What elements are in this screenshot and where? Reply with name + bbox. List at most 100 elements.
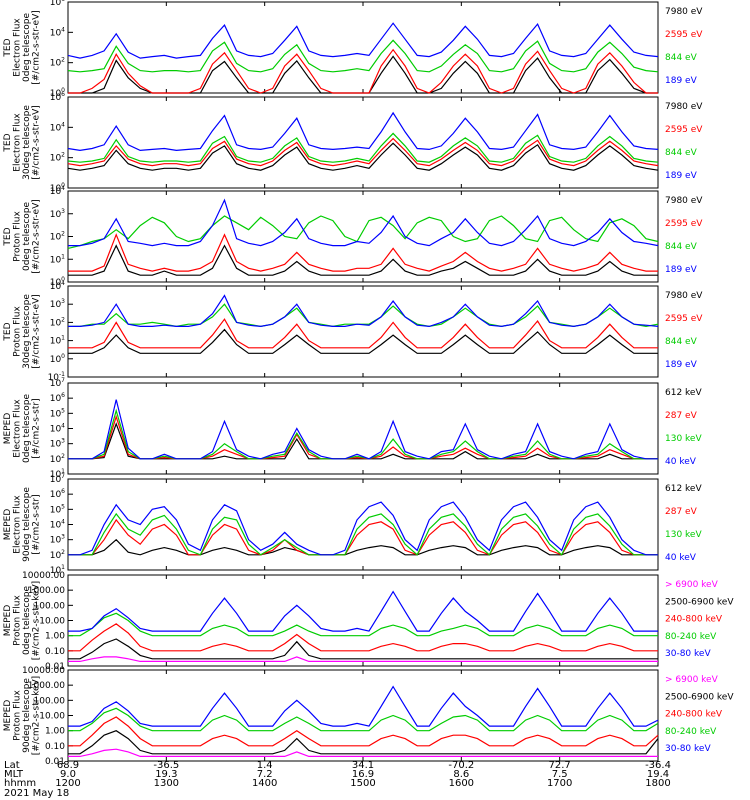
panel-frame [67, 669, 659, 762]
y-tick-label: 102 [50, 57, 65, 69]
series-line [68, 48, 658, 94]
legend-entry: 7980 eV [665, 102, 703, 112]
series-line [68, 414, 658, 460]
y-axis-label: MEPEDElectron Flux90deg telescope[#/cm2-… [3, 487, 42, 562]
series-line [68, 303, 659, 328]
y-axis-label: TEDElectron Flux0deg telescope[#/cm2-s-s… [3, 10, 42, 85]
y-tick-label: 103 [50, 298, 65, 310]
series-line [68, 656, 658, 662]
legend-entry: 844 eV [665, 242, 698, 252]
panel-frame [67, 96, 659, 189]
y-tick-label: 100 [50, 182, 65, 194]
y-tick-label: 100.00 [34, 601, 66, 611]
x-tick-hhmm: 1600 [449, 778, 474, 789]
panel-frame [67, 382, 659, 475]
y-tick-label: 1000.00 [28, 681, 65, 691]
series-line [68, 748, 658, 757]
legend-entry: 2595 eV [665, 30, 703, 40]
legend-entry: 30-80 keV [665, 744, 711, 754]
panel-frame [67, 478, 659, 571]
y-tick-label: 102 [50, 316, 65, 328]
y-tick-label: 102 [50, 231, 65, 243]
panel-3: 104 103 102 101 100 TEDProton Flux0deg telesc… [3, 185, 703, 288]
series-line [68, 512, 658, 556]
x-tick-lat: -36.5 [153, 760, 179, 771]
x-tick-hhmm: 1800 [645, 778, 670, 789]
y-tick-label: 10-1 [48, 371, 66, 383]
series-line [68, 612, 658, 637]
x-row-label-lat: Lat [4, 760, 20, 771]
y-tick-label: 104 [50, 185, 65, 197]
y-tick-label: 105 [50, 503, 65, 515]
series-line [67, 215, 659, 249]
x-tick-hhmm: 1200 [55, 778, 80, 789]
x-tick-lat: 34.1 [352, 760, 374, 771]
y-tick-label: 0.01 [45, 662, 65, 672]
legend-entry: 189 eV [665, 360, 698, 370]
legend-entry: 240-800 keV [665, 615, 723, 625]
legend-entry: 844 eV [665, 337, 698, 347]
x-tick-lat: 1.4 [257, 760, 273, 771]
y-tick-label: 107 [50, 377, 65, 389]
series-line [67, 111, 659, 152]
panel-1: 106 104 102 100 TEDElectron Flux0deg telesco… [3, 0, 703, 99]
series-line [68, 294, 659, 328]
y-tick-label: 1.00 [45, 632, 65, 642]
y-axis-label: TEDProton Flux0deg telescope[#/cm2-s-str… [3, 199, 42, 274]
series-line [68, 638, 658, 660]
series-line [68, 198, 659, 247]
y-tick-label: 101 [50, 253, 65, 265]
legend-entry: 189 eV [665, 171, 698, 181]
y-tick-label: 106 [50, 392, 65, 404]
series-line [67, 132, 659, 163]
x-tick-hhmm: 1300 [154, 778, 179, 789]
y-tick-label: 106 [50, 0, 65, 8]
series-line [68, 730, 659, 755]
series-line [68, 623, 658, 652]
legend-entry: 2595 eV [665, 125, 703, 135]
y-tick-label: 104 [50, 121, 65, 133]
panel-frame [67, 574, 659, 667]
legend-entry: 2595 eV [665, 219, 703, 229]
y-tick-label: 104 [50, 519, 65, 531]
y-tick-label: 100 [50, 353, 65, 365]
legend-entry: 189 eV [665, 265, 698, 275]
series-line [67, 39, 659, 73]
y-tick-label: 0.10 [45, 647, 65, 657]
x-row-label-mlt: MLT [4, 769, 24, 780]
y-tick-label: 103 [50, 208, 65, 220]
y-tick-label: 102 [50, 549, 65, 561]
legend-entry: 2500-6900 keV [665, 692, 734, 702]
panel-2: 106 104 102 100 TEDElectron Flux30deg telesc… [3, 91, 703, 194]
y-tick-label: 1000.00 [28, 586, 65, 596]
x-tick-lat: 72.7 [549, 760, 571, 771]
y-tick-label: 106 [50, 91, 65, 103]
y-tick-label: 101 [50, 564, 65, 576]
y-tick-label: 102 [50, 453, 65, 465]
legend-entry: > 6900 keV [665, 580, 719, 590]
y-tick-label: 104 [50, 280, 65, 292]
series-line [68, 716, 659, 747]
series-line [68, 518, 658, 556]
legend-entry: 40 keV [665, 553, 697, 563]
panel-5: 107 106 105 104 103 102 101 MEPEDElectron Flux0… [3, 377, 702, 480]
series-line [67, 137, 659, 167]
legend-entry: 30-80 keV [665, 649, 711, 659]
panel-8: 10000.00 1000.00 100.00 10.00 1.00 0.10 0.01ME… [3, 666, 734, 767]
series-line [68, 244, 658, 276]
y-tick-label: 101 [50, 335, 65, 347]
y-tick-label: 10.00 [39, 712, 65, 722]
y-axis-label: MEPEDProton Flux0deg telescope[#/cm2-s-s… [3, 581, 42, 660]
y-tick-label: 1.00 [45, 727, 65, 737]
series-line [68, 55, 658, 94]
series-line [68, 328, 658, 354]
y-tick-label: 103 [50, 438, 65, 450]
legend-entry: 240-800 keV [665, 710, 723, 720]
x-tick-mlt: 8.6 [453, 769, 469, 780]
y-tick-label: 106 [50, 488, 65, 500]
legend-entry: 612 keV [665, 388, 702, 398]
series-line [68, 590, 658, 632]
x-tick-hhmm: 1500 [350, 778, 375, 789]
legend-entry: 80-240 keV [665, 632, 717, 642]
